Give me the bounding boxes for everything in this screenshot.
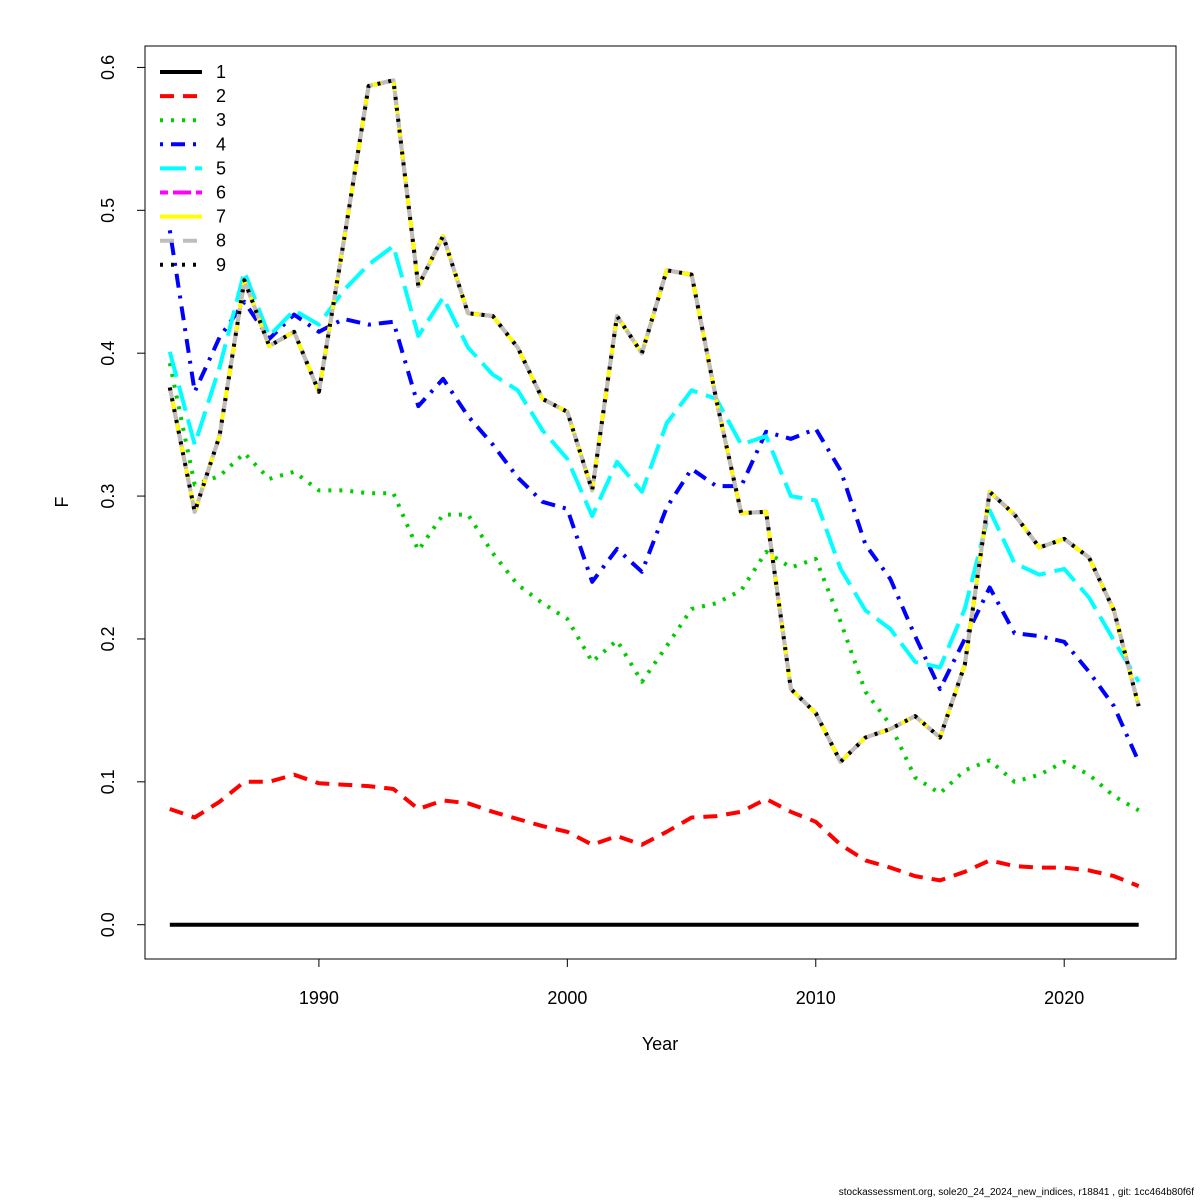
x-tick-label: 2020 <box>1044 988 1084 1008</box>
x-tick-label: 2000 <box>547 988 587 1008</box>
legend-label-8: 8 <box>216 231 226 251</box>
footer-caption: stockassessment.org, sole20_24_2024_new_… <box>838 1187 1194 1198</box>
x-axis: 1990 2000 2010 2020 <box>299 958 1084 1008</box>
series-line-7 <box>167 78 1141 764</box>
y-tick-label: 0.3 <box>98 484 118 509</box>
series-layer <box>167 78 1141 927</box>
legend-label-4: 4 <box>216 134 226 154</box>
legend-label-7: 7 <box>216 207 226 227</box>
series-line-8 <box>167 78 1141 764</box>
y-tick-label: 0.4 <box>98 341 118 366</box>
series-line-2 <box>169 772 1140 888</box>
legend-label-5: 5 <box>216 158 226 178</box>
x-tick-label: 2010 <box>796 988 836 1008</box>
legend-label-1: 1 <box>216 62 226 82</box>
legend-label-9: 9 <box>216 255 226 275</box>
series-line-4 <box>167 229 1141 763</box>
series-line-6 <box>167 78 1141 764</box>
legend-label-6: 6 <box>216 183 226 203</box>
y-tick-label: 0.6 <box>98 55 118 80</box>
legend-label-3: 3 <box>216 110 226 130</box>
x-axis-title: Year <box>642 1034 678 1054</box>
legend: 1 2 3 4 5 6 7 8 9 <box>160 62 226 275</box>
plot-frame <box>144 45 1177 960</box>
y-tick-label: 0.5 <box>98 198 118 223</box>
legend-label-2: 2 <box>216 86 226 106</box>
series-line-3 <box>167 362 1140 813</box>
y-axis: 0.0 0.1 0.2 0.3 0.4 0.5 0.6 <box>98 55 146 937</box>
y-axis-title: F <box>52 497 72 508</box>
y-tick-label: 0.1 <box>98 769 118 794</box>
series-line-9 <box>167 78 1141 764</box>
y-tick-label: 0.2 <box>98 626 118 651</box>
x-tick-label: 1990 <box>299 988 339 1008</box>
y-tick-label: 0.0 <box>98 912 118 937</box>
